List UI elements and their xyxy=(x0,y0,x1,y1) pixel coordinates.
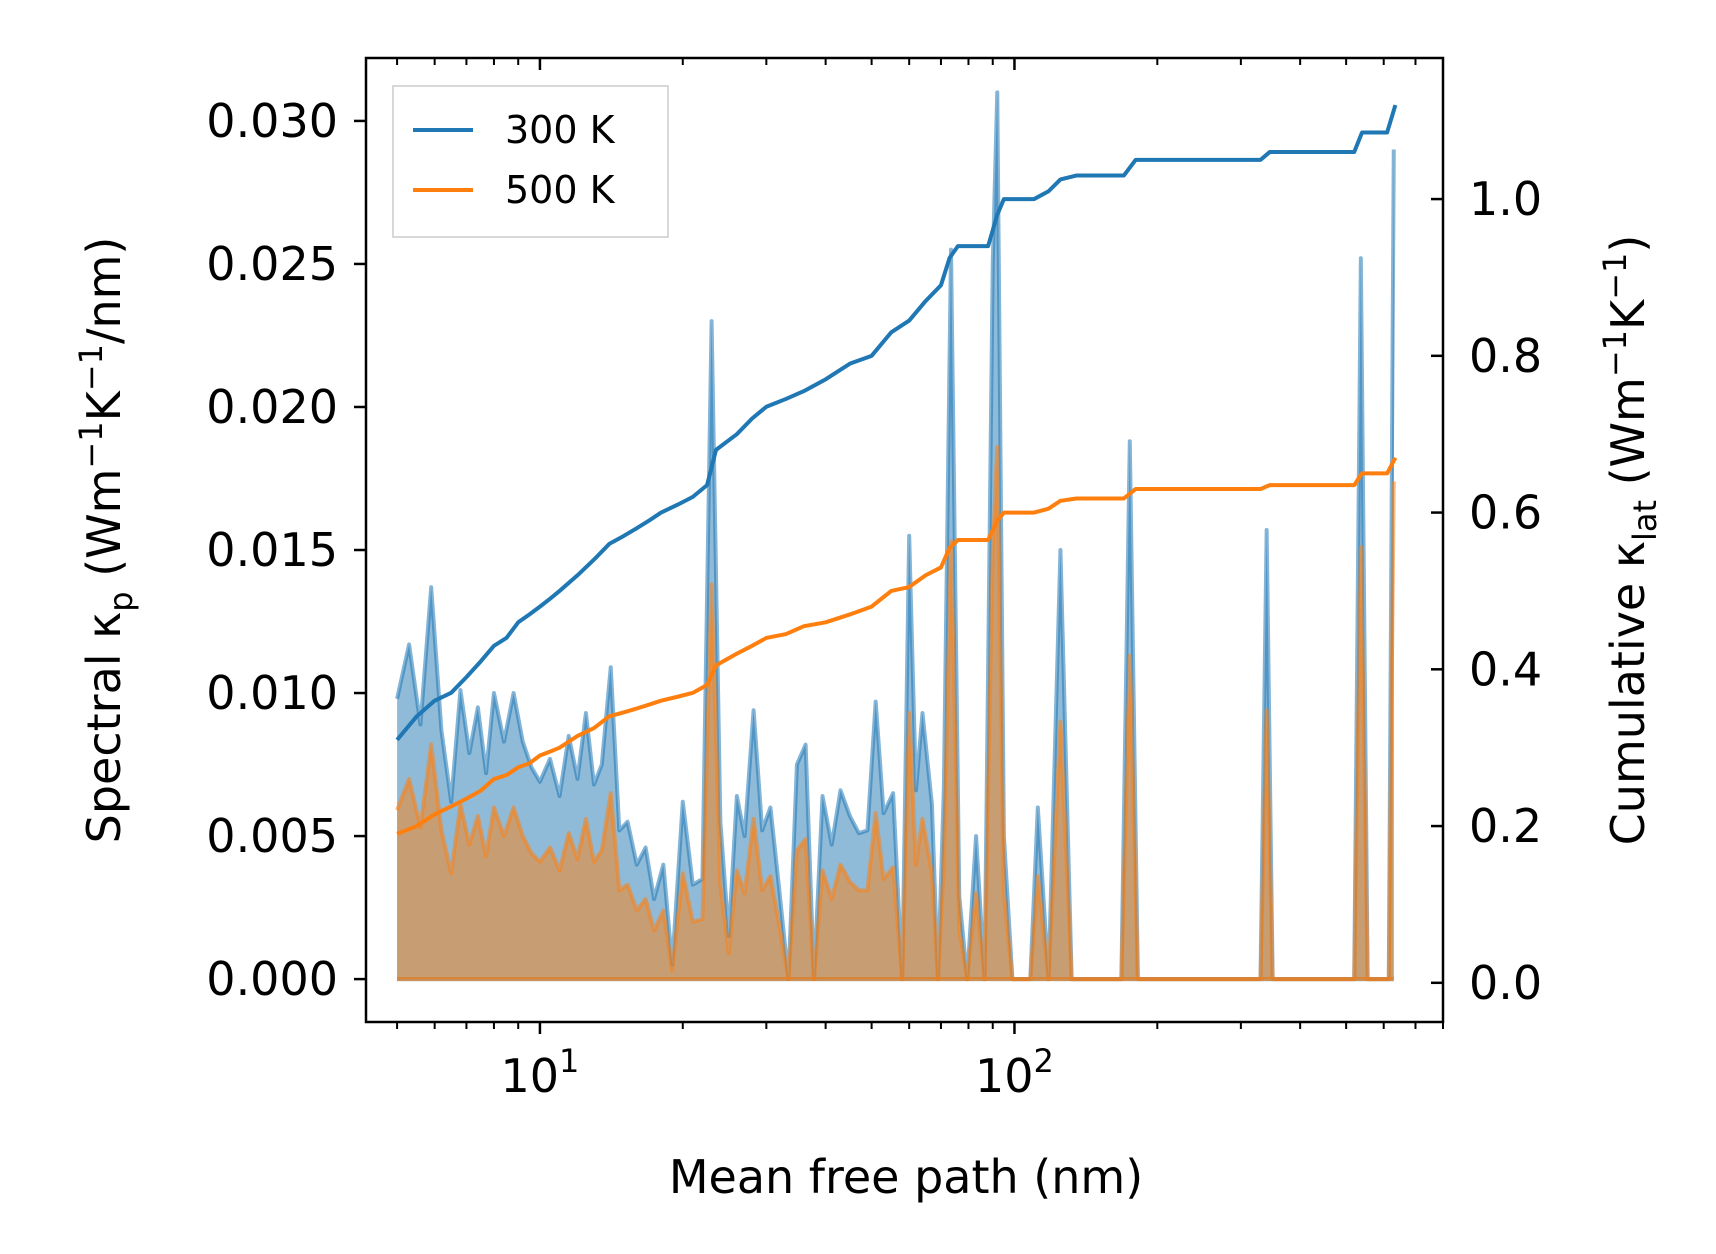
x-axis-title: Mean free path (nm) xyxy=(669,1150,1143,1204)
spectral-fill-layer xyxy=(395,90,1396,982)
y-left-tick-label: 0.005 xyxy=(206,809,338,863)
y-left-tick-label: 0.025 xyxy=(206,237,338,291)
legend-frame xyxy=(392,85,669,238)
spectral-line-300k xyxy=(395,90,1396,982)
y-left-tick-label: 0.010 xyxy=(206,666,338,720)
y-left-tick-label: 0.020 xyxy=(206,380,338,434)
legend-label-500k: 500 K xyxy=(505,168,616,212)
plot-frame xyxy=(364,56,1445,1024)
y-left-tick-label: 0.000 xyxy=(206,952,338,1006)
y-left-tick-label: 0.030 xyxy=(206,94,338,148)
y-right-tick-label: 0.4 xyxy=(1469,642,1542,696)
y-axis-right-title: Cumulative κlat (Wm−1K−1) xyxy=(1596,235,1664,846)
y-right-tick-label: 1.0 xyxy=(1469,172,1542,226)
y-right-tick-label: 0.8 xyxy=(1469,329,1542,383)
y-left-tick-label: 0.015 xyxy=(206,523,338,577)
axes-layer: 0.000 0.005 0.010 0.015 0.020 0.025 0.030 0.0 0.… xyxy=(206,56,1542,1103)
y-axis-left-title: Spectral κp (Wm−1K−1/nm) xyxy=(72,237,140,844)
legend-label-300k: 300 K xyxy=(505,108,616,152)
y-right-tick-label: 0.0 xyxy=(1469,956,1542,1010)
legend: 300 K 500 K xyxy=(392,85,669,238)
x-tick-label: 101 xyxy=(500,1042,579,1103)
cumulative-line-300k xyxy=(395,104,1398,742)
spectral-fill-500k xyxy=(397,447,1394,980)
series-line-layer xyxy=(395,104,1398,836)
cumulative-line-500k xyxy=(396,456,1398,836)
x-tick-label: 102 xyxy=(975,1042,1054,1103)
spectral-line-500k xyxy=(395,445,1396,982)
y-right-tick-label: 0.6 xyxy=(1469,486,1542,540)
y-right-tick-label: 0.2 xyxy=(1469,799,1542,853)
